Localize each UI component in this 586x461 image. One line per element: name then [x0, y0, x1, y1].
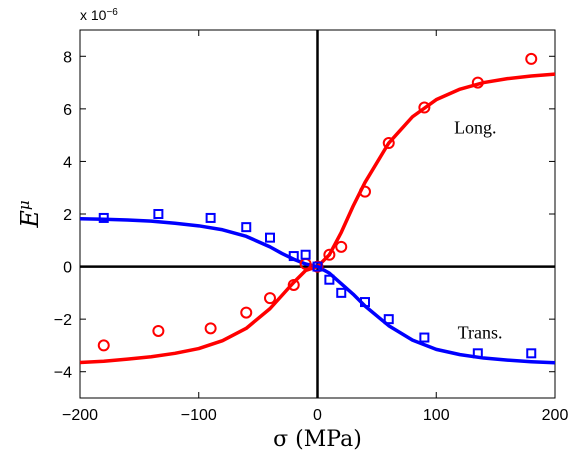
long-marker-8: [323, 248, 336, 261]
y-tick-label-3: 2: [63, 207, 72, 224]
long-marker-4: [264, 292, 276, 305]
trans-marker-3: [241, 222, 252, 233]
data-markers: [97, 52, 538, 359]
y-multiplier: x 10−6: [80, 7, 118, 24]
y-axis-label: Eμ: [15, 200, 44, 228]
annotation-trans: Trans.: [458, 322, 503, 342]
axis-ticks: −200 −100 0 100 200 −4 −2 0 2 4 6 8: [54, 30, 569, 424]
long-marker-1: [152, 324, 165, 337]
trans-marker-7: [312, 261, 323, 272]
y-multiplier-exponent: −6: [106, 7, 118, 18]
long-marker-9: [335, 240, 348, 253]
long-marker-3: [240, 306, 253, 319]
long-marker-5: [287, 278, 300, 291]
long-marker-13: [471, 76, 484, 89]
trans-marker-10: [360, 297, 370, 308]
y-tick-label-0: −4: [54, 365, 72, 382]
trans-marker-5: [288, 251, 299, 262]
y-axis-label-base: E: [16, 210, 44, 229]
trans-marker-4: [265, 232, 275, 243]
x-tick-label-3: 100: [423, 407, 450, 424]
trans-marker-1: [153, 209, 164, 219]
long-marker-12: [418, 101, 431, 114]
y-tick-label-1: −2: [54, 312, 72, 329]
trans-marker-14: [526, 348, 537, 359]
long-marker-0: [97, 339, 110, 352]
y-multiplier-base: x 10: [80, 7, 107, 23]
fit-curve-trans: [79, 216, 556, 365]
annotation-long: Long.: [454, 117, 497, 137]
trans-marker-9: [336, 287, 347, 298]
fit-curves: [79, 72, 556, 365]
y-axis-label-superscript: μ: [15, 200, 33, 210]
long-marker-10: [359, 185, 371, 198]
trans-marker-13: [472, 348, 483, 359]
x-axis-label: σ (MPa): [273, 427, 362, 452]
zero-lines: [80, 30, 555, 398]
trans-marker-11: [383, 314, 394, 325]
trans-marker-6: [300, 249, 311, 260]
y-tick-label-6: 8: [63, 49, 72, 66]
trans-marker-8: [324, 274, 335, 285]
trans-marker-12: [419, 332, 430, 343]
trans-marker-2: [205, 212, 216, 223]
y-tick-label-5: 6: [63, 102, 72, 119]
y-tick-label-2: 0: [63, 260, 72, 277]
x-tick-label-0: −200: [62, 407, 98, 424]
trans-marker-0: [98, 212, 109, 223]
y-tick-label-4: 4: [63, 154, 72, 171]
annotations: Long. Trans.: [454, 117, 502, 342]
long-marker-14: [525, 52, 538, 65]
x-tick-label-1: −100: [181, 407, 217, 424]
long-marker-2: [204, 322, 217, 335]
long-marker-11: [382, 137, 395, 150]
x-tick-label-2: 0: [313, 407, 322, 424]
x-tick-label-4: 200: [542, 407, 569, 424]
